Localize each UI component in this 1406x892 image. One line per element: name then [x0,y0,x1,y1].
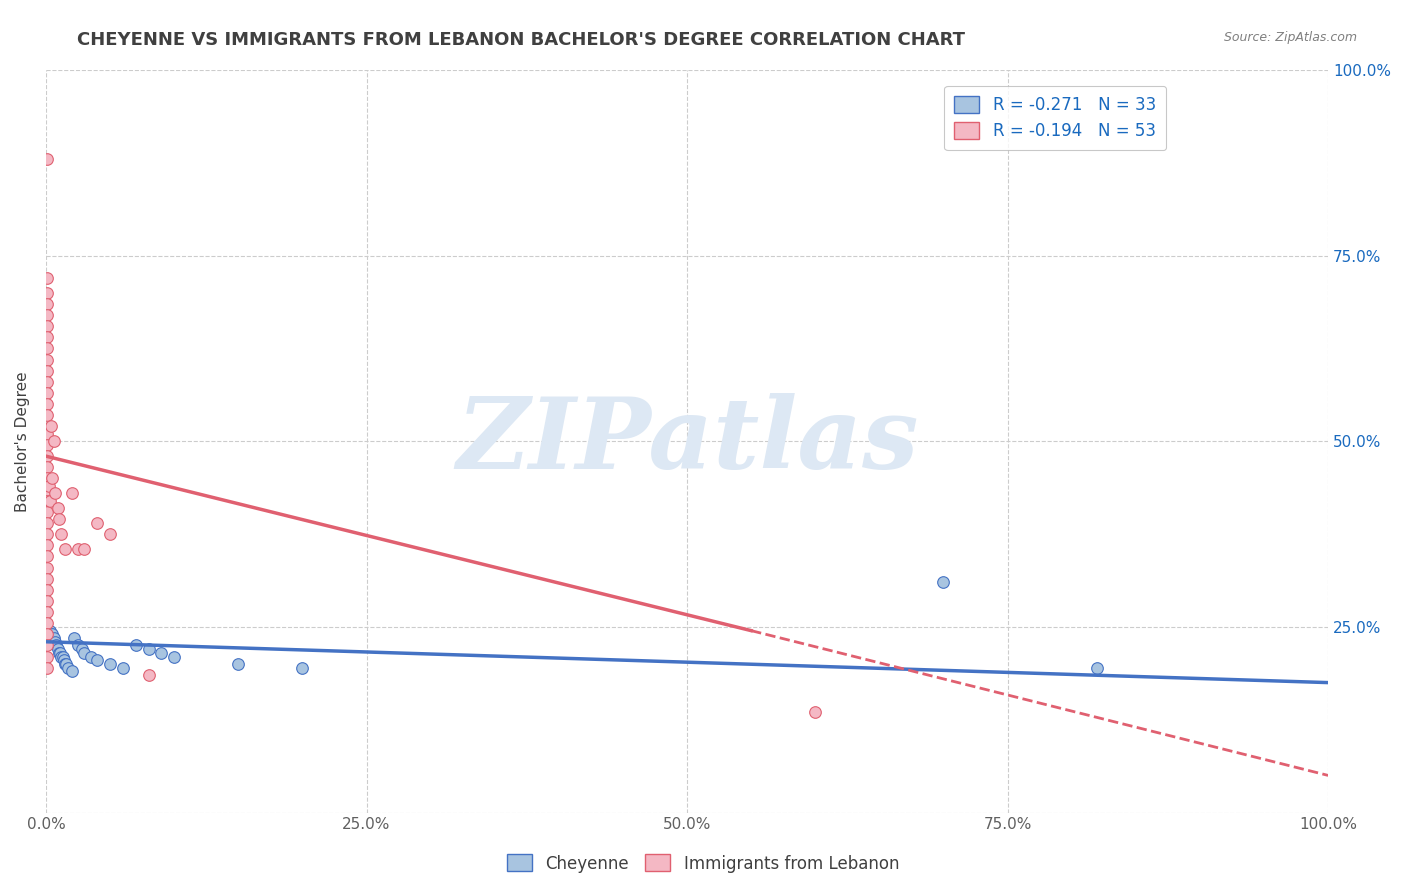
Point [39,627,62,641]
Point [37,538,59,552]
Point [55,657,77,671]
Point [37,649,59,664]
Point [37,409,59,423]
Point [37,449,59,463]
Point [66,639,89,653]
Legend: Cheyenne, Immigrants from Lebanon: Cheyenne, Immigrants from Lebanon [501,847,905,880]
Point [52,649,75,664]
Point [38,493,60,508]
Point [41,627,63,641]
Point [73,646,96,660]
Point [37,426,59,441]
Text: Source: ZipAtlas.com: Source: ZipAtlas.com [1223,31,1357,45]
Point [44,486,66,500]
Point [39,419,62,434]
Point [98,657,121,671]
Point [37,342,59,356]
Point [804,706,827,720]
Legend: R = -0.271   N = 33, R = -0.194   N = 53: R = -0.271 N = 33, R = -0.194 N = 53 [945,86,1166,151]
Point [226,657,249,671]
Point [51,527,73,541]
Point [41,471,63,485]
Point [37,460,59,475]
Point [80,649,103,664]
Point [932,575,955,590]
Point [125,639,148,653]
Point [44,634,66,648]
Point [37,549,59,564]
Point [42,434,65,449]
Point [37,493,59,508]
Point [48,512,70,526]
Point [37,560,59,574]
Point [70,642,93,657]
Point [37,483,59,497]
Text: CHEYENNE VS IMMIGRANTS FROM LEBANON BACHELOR'S DEGREE CORRELATION CHART: CHEYENNE VS IMMIGRANTS FROM LEBANON BACH… [77,31,966,49]
Point [53,657,76,671]
Point [37,594,59,608]
Point [37,386,59,401]
Point [37,271,59,285]
Point [37,527,59,541]
Point [98,527,121,541]
Point [48,646,70,660]
Point [37,152,59,166]
Point [37,516,59,530]
Point [37,505,59,519]
Point [163,649,186,664]
Point [38,624,60,638]
Point [37,438,59,452]
Y-axis label: Bachelor's Degree: Bachelor's Degree [15,371,30,512]
Point [53,541,76,556]
Point [63,631,86,645]
Point [46,642,69,657]
Point [1085,661,1108,675]
Point [37,330,59,344]
Point [56,661,79,675]
Point [86,653,108,667]
Point [37,285,59,300]
Point [37,397,59,411]
Point [60,665,83,679]
Point [37,639,59,653]
Point [37,308,59,322]
Point [291,661,314,675]
Point [38,624,60,638]
Point [138,642,160,657]
Point [37,352,59,367]
Point [37,582,59,597]
Point [37,297,59,311]
Point [150,646,173,660]
Point [86,516,108,530]
Point [37,605,59,619]
Point [51,649,73,664]
Point [138,668,160,682]
Point [66,541,89,556]
Point [46,501,69,516]
Point [37,627,59,641]
Point [37,375,59,389]
Point [111,661,134,675]
Point [45,639,67,653]
Text: ZIPatlas: ZIPatlas [456,393,918,490]
Point [37,471,59,485]
Point [42,631,65,645]
Point [38,479,60,493]
Point [37,616,59,631]
Point [52,653,75,667]
Point [60,486,83,500]
Point [73,541,96,556]
Point [37,319,59,334]
Point [37,572,59,586]
Point [37,364,59,378]
Point [37,661,59,675]
Point [49,646,72,660]
